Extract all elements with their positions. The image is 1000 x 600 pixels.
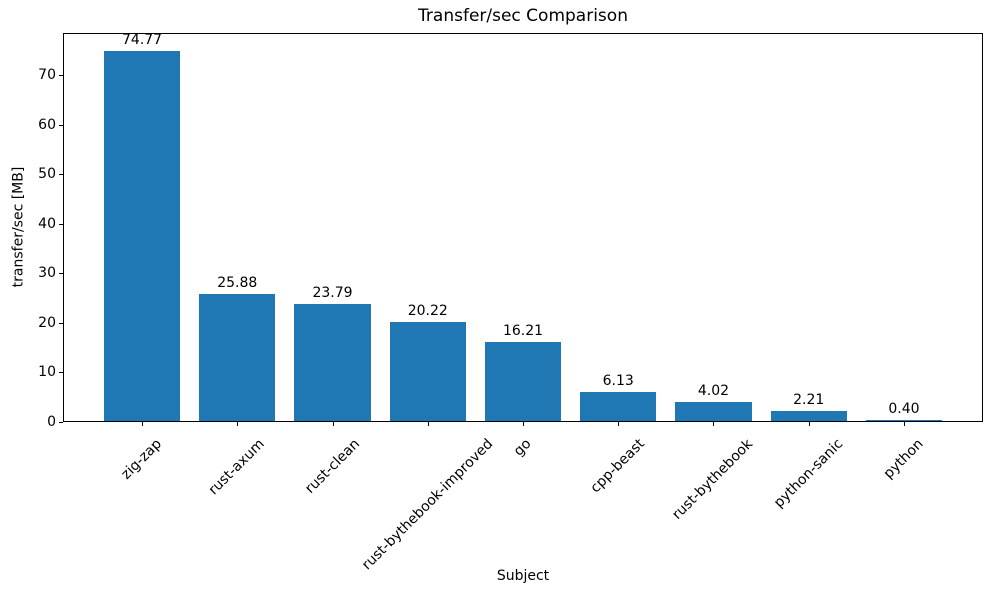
- x-tick-mark: [904, 422, 905, 426]
- y-tick-mark: [59, 174, 63, 175]
- x-tick-mark: [428, 422, 429, 426]
- x-tick-label-rust-bythebook-improved: rust-bythebook-improved: [358, 435, 496, 574]
- bar-value-label: 20.22: [407, 302, 448, 319]
- bar-value-label: 0.40: [888, 401, 920, 418]
- y-tick-label: 60: [38, 117, 56, 133]
- bar-python: [865, 420, 943, 421]
- x-tick-mark: [333, 422, 334, 426]
- x-tick-label-python: python: [880, 436, 927, 482]
- y-tick-mark: [59, 125, 63, 126]
- y-tick-mark: [59, 422, 63, 423]
- bar-value-label: 25.88: [217, 274, 258, 291]
- x-tick-label-rust-axum: rust-axum: [205, 436, 268, 499]
- y-tick-mark: [59, 224, 63, 225]
- bar-python-sanic: [770, 411, 847, 421]
- x-axis-label: Subject: [496, 568, 550, 584]
- y-tick-mark: [59, 75, 63, 76]
- x-tick-mark: [713, 422, 714, 426]
- x-tick-label-rust-bythebook: rust-bythebook: [669, 436, 757, 523]
- x-tick-mark: [809, 422, 810, 426]
- bar-go: [484, 341, 562, 421]
- bar-value-label: 2.21: [793, 392, 825, 409]
- x-tick-mark: [523, 422, 524, 426]
- bar-rust-axum: [199, 293, 276, 421]
- bar-rust-bythebook: [675, 402, 752, 421]
- x-tick-mark: [618, 422, 619, 426]
- y-tick-label: 0: [47, 414, 56, 430]
- y-tick-label: 10: [38, 364, 56, 380]
- y-tick-mark: [59, 323, 63, 324]
- y-tick-label: 50: [38, 166, 56, 182]
- y-tick-mark: [59, 372, 63, 373]
- bar-rust-clean: [294, 304, 371, 421]
- y-tick-label: 30: [38, 265, 56, 281]
- x-tick-label-rust-clean: rust-clean: [301, 435, 363, 497]
- bar-rust-bythebook-improved: [389, 321, 466, 421]
- y-tick-mark: [59, 273, 63, 274]
- y-tick-label: 20: [38, 315, 56, 331]
- x-tick-label-zig-zap: zig-zap: [118, 436, 166, 483]
- x-tick-label-python-sanic: python-sanic: [770, 435, 846, 512]
- bar-cpp-beast: [580, 391, 657, 421]
- bar-value-label: 23.79: [312, 285, 353, 302]
- x-tick-label-cpp-beast: cpp-beast: [587, 435, 649, 497]
- x-tick-label-go: go: [510, 435, 535, 460]
- bar-value-label: 74.77: [122, 32, 163, 49]
- y-tick-label: 40: [38, 216, 56, 232]
- x-tick-mark: [237, 422, 238, 426]
- bar-zig-zap: [103, 51, 181, 421]
- bar-value-label: 6.13: [602, 372, 634, 389]
- chart-title: Transfer/sec Comparison: [418, 6, 628, 26]
- y-tick-label: 70: [38, 67, 56, 83]
- x-tick-mark: [142, 422, 143, 426]
- bar-value-label: 4.02: [697, 383, 730, 400]
- bar-value-label: 16.21: [502, 322, 544, 339]
